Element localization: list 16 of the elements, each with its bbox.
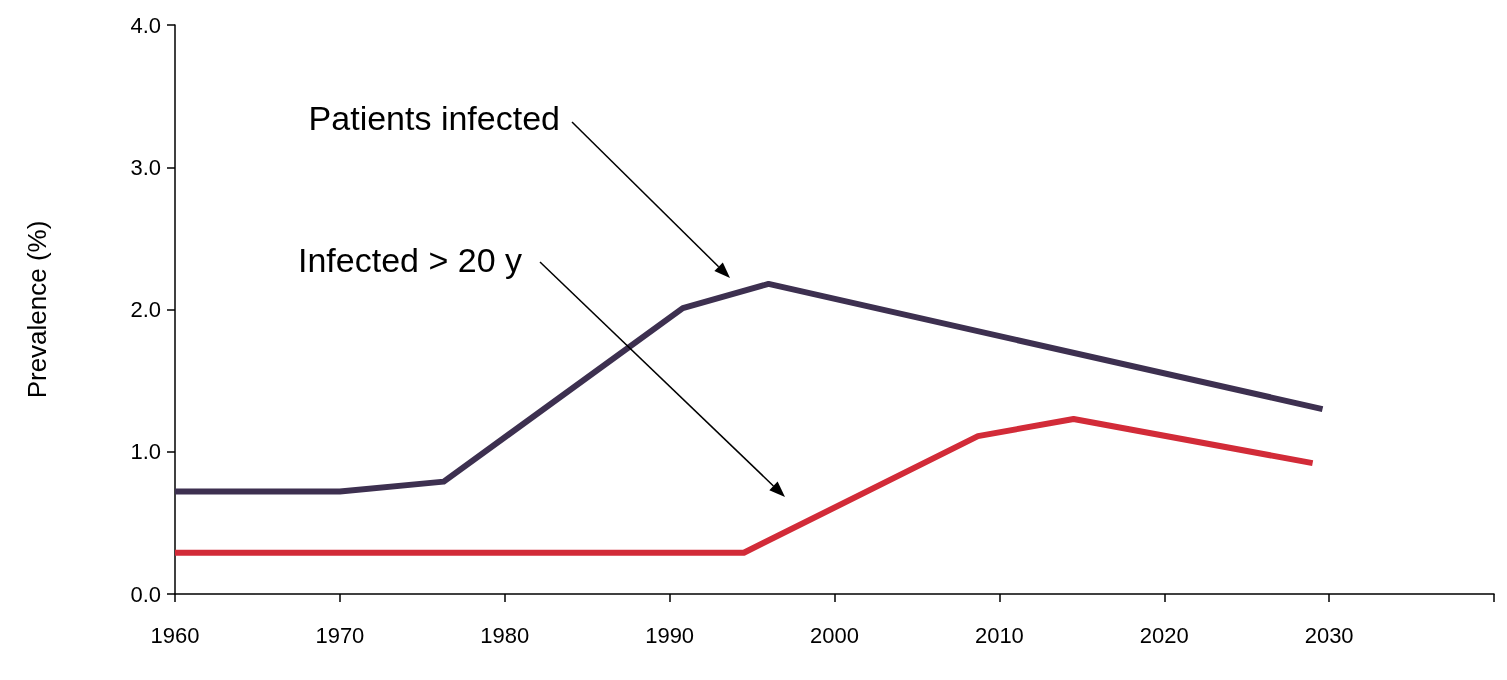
x-tick-label: 2030 [1304, 622, 1354, 648]
x-tick-label: 1970 [315, 622, 365, 648]
y-tick-label: 2.0 [130, 297, 161, 322]
y-tick-label: 0.0 [130, 581, 161, 607]
x-tick-label: 2020 [1139, 622, 1189, 648]
annotation: Infected > 20 y [298, 241, 522, 279]
y-tick-label: 3.0 [130, 154, 161, 180]
y-tick-label: 4.0 [130, 12, 161, 38]
y-axis-title: Prevalence (%) [22, 220, 52, 399]
x-tick-label: 1990 [645, 622, 695, 648]
y-tick-label: 1.0 [130, 439, 161, 465]
x-tick-label: 1960 [150, 622, 200, 648]
annotation: Patients infected [308, 99, 560, 137]
x-tick-label: 1980 [480, 622, 530, 648]
x-tick-label: 2000 [810, 622, 859, 648]
x-tick-label: 2010 [974, 622, 1024, 648]
